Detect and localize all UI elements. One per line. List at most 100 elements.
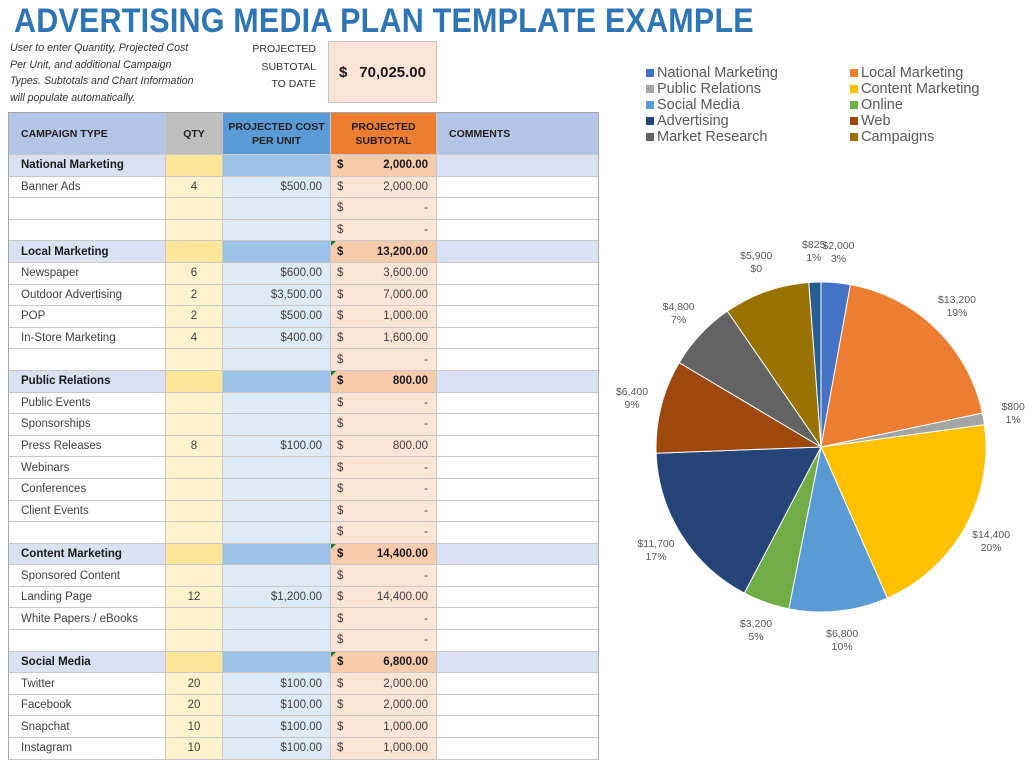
subtotal-cell[interactable]: $ - [331,414,437,436]
cost-cell[interactable] [223,651,331,674]
comment-cell[interactable] [437,219,598,242]
qty-cell[interactable]: 4 [166,327,223,350]
subtotal-cell[interactable]: $3,600.00 [331,262,437,285]
subtotal-cell[interactable]: $800.00 [331,435,437,458]
comment-cell[interactable] [437,327,598,350]
cost-per-unit-cell[interactable]: $100.00 [223,716,331,739]
cost-per-unit-cell[interactable] [223,478,331,501]
qty-cell[interactable] [166,543,223,566]
qty-cell[interactable] [166,608,223,631]
campaign-type-cell[interactable]: Client Events [9,500,166,523]
subtotal-cell[interactable]: $ - [331,198,437,220]
subtotal-cell[interactable]: $14,400.00 [331,586,437,609]
qty-cell[interactable]: 20 [166,673,223,695]
subtotal-cell[interactable]: $ - [331,565,437,587]
campaign-type-cell[interactable]: In-Store Marketing [9,327,166,350]
section-subtotal-cell[interactable]: $800.00 [331,370,437,393]
qty-cell[interactable] [166,651,223,674]
cost-per-unit-cell[interactable]: $1,200.00 [223,586,331,609]
subtotal-cell[interactable]: $ - [331,500,437,523]
campaign-type-cell[interactable] [9,522,166,544]
cost-per-unit-cell[interactable]: $100.00 [223,435,331,458]
section-subtotal-cell[interactable]: $14,400.00 [331,543,437,566]
comment-cell[interactable] [437,586,598,609]
comment-cell[interactable] [437,262,598,285]
comment-cell[interactable] [437,651,598,674]
subtotal-cell[interactable]: $1,000.00 [331,306,437,328]
subtotal-cell[interactable]: $ - [331,630,437,652]
subtotal-cell[interactable]: $ - [331,457,437,479]
header-comments[interactable]: COMMENTS [437,113,598,155]
cost-cell[interactable] [223,370,331,393]
campaign-type-cell[interactable]: Public Events [9,392,166,415]
cost-per-unit-cell[interactable] [223,392,331,415]
qty-cell[interactable] [166,478,223,501]
section-subtotal-cell[interactable]: $6,800.00 [331,651,437,674]
qty-cell[interactable] [166,241,223,263]
campaign-type-cell[interactable]: Snapchat [9,716,166,739]
cost-per-unit-cell[interactable] [223,198,331,220]
subtotal-cell[interactable]: $ - [331,478,437,501]
section-subtotal-cell[interactable]: $13,200.00 [331,241,437,263]
qty-cell[interactable] [166,414,223,436]
cost-cell[interactable] [223,543,331,566]
cost-cell[interactable] [223,155,331,177]
subtotal-cell[interactable]: $ - [331,219,437,242]
comment-cell[interactable] [437,694,598,717]
campaign-type-cell[interactable]: Webinars [9,457,166,479]
comment-cell[interactable] [437,457,598,479]
subtotal-cell[interactable]: $ - [331,608,437,631]
cost-per-unit-cell[interactable]: $500.00 [223,176,331,199]
comment-cell[interactable] [437,738,598,760]
qty-cell[interactable] [166,349,223,371]
campaign-type-cell[interactable]: Banner Ads [9,176,166,199]
header-cost-per-unit[interactable]: PROJECTED COST PER UNIT [223,113,331,155]
subtotal-cell[interactable]: $ - [331,349,437,371]
qty-cell[interactable]: 10 [166,738,223,760]
campaign-type-cell[interactable]: Landing Page [9,586,166,609]
comment-cell[interactable] [437,414,598,436]
qty-cell[interactable]: 4 [166,176,223,199]
campaign-type-cell[interactable]: Conferences [9,478,166,501]
cost-cell[interactable] [223,241,331,263]
cost-per-unit-cell[interactable] [223,630,331,652]
header-subtotal[interactable]: PROJECTED SUBTOTAL [331,113,437,155]
qty-cell[interactable]: 8 [166,435,223,458]
comment-cell[interactable] [437,435,598,458]
qty-cell[interactable] [166,630,223,652]
subtotal-cell[interactable]: $7,000.00 [331,284,437,307]
qty-cell[interactable] [166,522,223,544]
cost-per-unit-cell[interactable] [223,500,331,523]
campaign-type-cell[interactable]: Facebook [9,694,166,717]
campaign-type-cell[interactable]: Press Releases [9,435,166,458]
cost-per-unit-cell[interactable] [223,608,331,631]
comment-cell[interactable] [437,543,598,566]
subtotal-cell[interactable]: $1,600.00 [331,327,437,350]
cost-per-unit-cell[interactable]: $100.00 [223,673,331,695]
section-label-cell[interactable]: Public Relations [9,370,166,393]
comment-cell[interactable] [437,306,598,328]
comment-cell[interactable] [437,673,598,695]
campaign-type-cell[interactable]: Newspaper [9,262,166,285]
subtotal-cell[interactable]: $1,000.00 [331,738,437,760]
campaign-type-cell[interactable]: Instagram [9,738,166,760]
comment-cell[interactable] [437,565,598,587]
header-qty[interactable]: QTY [166,113,223,155]
campaign-type-cell[interactable]: White Papers / eBooks [9,608,166,631]
cost-per-unit-cell[interactable] [223,414,331,436]
comment-cell[interactable] [437,370,598,393]
campaign-type-cell[interactable] [9,198,166,220]
section-label-cell[interactable]: National Marketing [9,155,166,177]
cost-per-unit-cell[interactable]: $100.00 [223,738,331,760]
cost-per-unit-cell[interactable] [223,522,331,544]
section-label-cell[interactable]: Social Media [9,651,166,674]
subtotal-cell[interactable]: $2,000.00 [331,176,437,199]
section-label-cell[interactable]: Content Marketing [9,543,166,566]
cost-per-unit-cell[interactable] [223,349,331,371]
cost-per-unit-cell[interactable]: $100.00 [223,694,331,717]
comment-cell[interactable] [437,630,598,652]
comment-cell[interactable] [437,500,598,523]
cost-per-unit-cell[interactable]: $400.00 [223,327,331,350]
campaign-type-cell[interactable]: Outdoor Advertising [9,284,166,307]
campaign-type-cell[interactable] [9,349,166,371]
